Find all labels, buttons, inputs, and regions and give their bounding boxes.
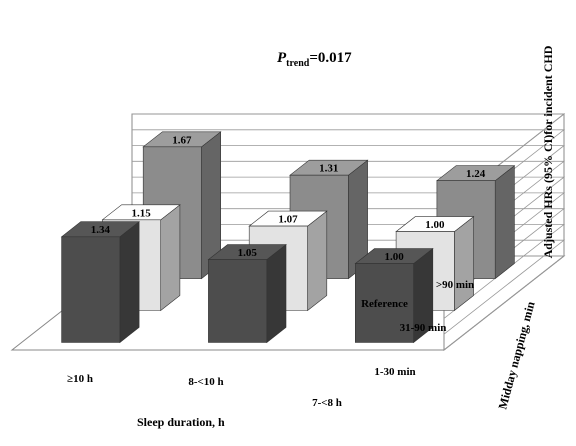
data-label: 1.15 [131,207,151,219]
reference-label: Reference [361,298,408,310]
p-trend-annotation: Ptrend=0.017 [277,50,352,69]
x-category-label: ≥10 h [67,373,93,385]
depth-category-label: 31-90 min [400,322,447,334]
x-axis-title: Sleep duration, h [137,415,225,429]
bar-1-30-min-0: 1.34 [60,221,140,344]
data-label: 1.05 [238,247,258,259]
bar-side [160,204,181,312]
bar-side [454,215,474,312]
depth-axis-title: Midday napping, min [495,300,537,411]
bar-side [119,221,140,344]
data-label: 1.31 [319,163,338,175]
y-axis-title: Adjusted HRs (95% CI)for incident CHD [541,45,555,258]
bar-front [354,263,414,343]
bar-side [266,243,287,344]
data-label: 1.00 [425,219,445,231]
bar-1-30-min-2: 1.00 Reference [354,247,434,344]
bar-front [61,236,121,343]
bar-front [208,259,268,343]
data-label: 1.67 [172,134,192,146]
bar-1-30-min-1: 1.05 [207,243,287,344]
data-label: 1.34 [91,224,111,236]
x-category-label: 8-<10 h [188,376,223,388]
data-label: 1.00 [384,251,404,263]
bar-side [307,210,328,312]
depth-category-labels: 1-30 min 31-90 min >90 min [374,279,474,378]
data-label: 1.24 [466,168,486,180]
x-category-labels: ≥10 h 8-<10 h 7-<8 h [67,373,342,409]
depth-category-label: 1-30 min [374,366,415,378]
x-category-label: 7-<8 h [312,397,342,409]
bars: 1.241.311.671.001.071.151.00Reference1.0… [60,131,516,344]
bar-side [494,165,515,280]
depth-category-label: >90 min [436,279,474,291]
data-label: 1.07 [278,214,298,226]
